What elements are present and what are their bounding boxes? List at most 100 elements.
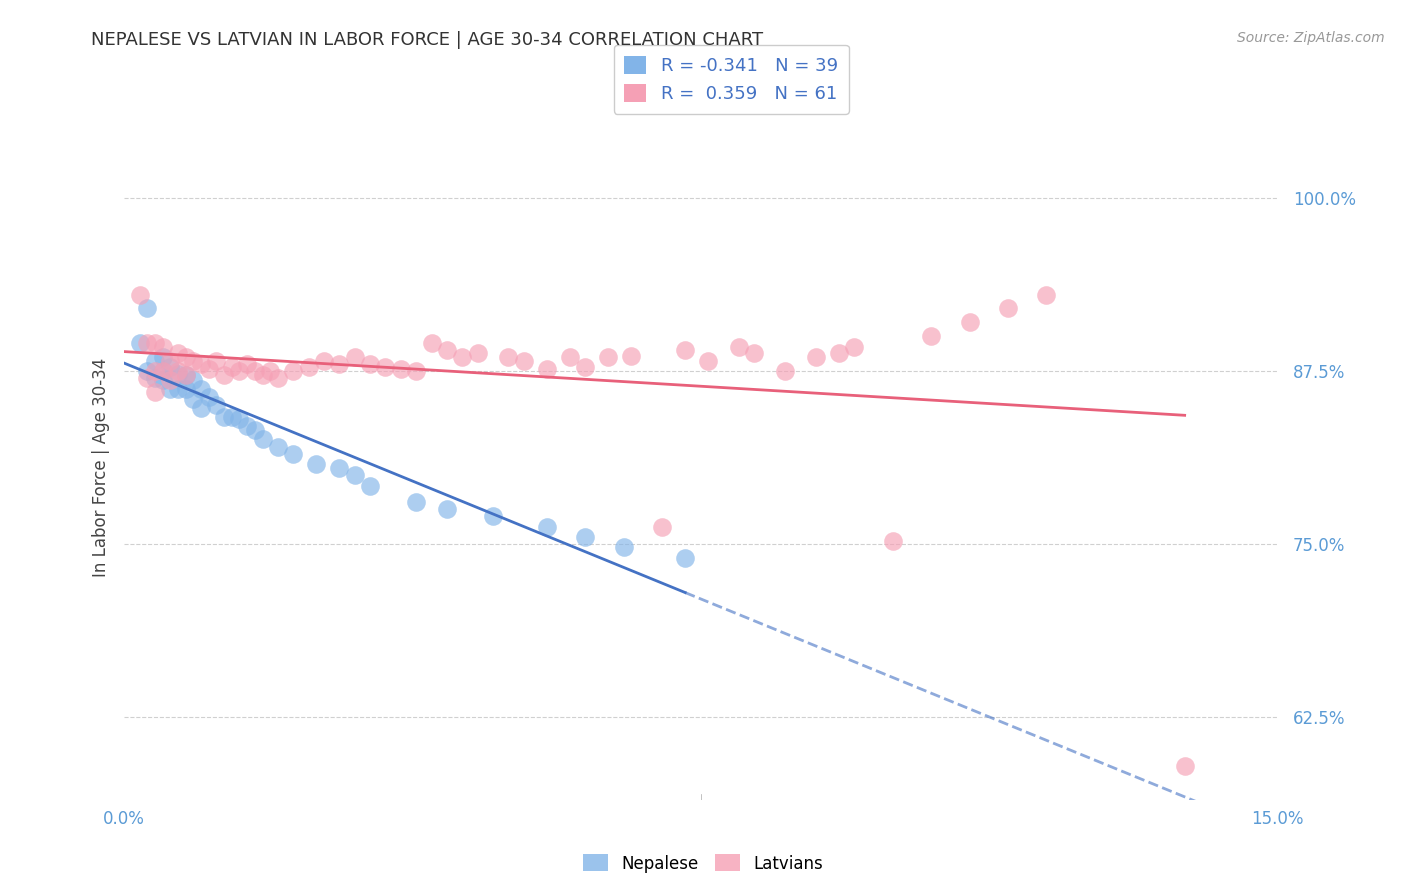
- Point: [167, 382, 190, 396]
- Point: [252, 432, 274, 446]
- Point: [221, 359, 243, 374]
- Point: [174, 368, 197, 382]
- Point: [1035, 287, 1057, 301]
- Point: [558, 350, 581, 364]
- Point: [374, 359, 396, 374]
- Point: [420, 336, 443, 351]
- Point: [405, 364, 427, 378]
- Point: [197, 362, 219, 376]
- Point: [236, 357, 259, 371]
- Point: [882, 534, 904, 549]
- Point: [804, 350, 827, 364]
- Point: [598, 350, 620, 364]
- Point: [267, 440, 290, 454]
- Point: [221, 409, 243, 424]
- Point: [343, 350, 366, 364]
- Point: [174, 382, 197, 396]
- Point: [136, 301, 159, 316]
- Point: [167, 364, 190, 378]
- Point: [167, 346, 190, 360]
- Point: [243, 364, 266, 378]
- Point: [613, 540, 636, 554]
- Point: [136, 336, 159, 351]
- Point: [359, 479, 381, 493]
- Point: [283, 447, 305, 461]
- Point: [136, 370, 159, 384]
- Point: [389, 362, 412, 376]
- Legend: Nepalese, Latvians: Nepalese, Latvians: [576, 847, 830, 880]
- Point: [143, 336, 166, 351]
- Point: [159, 382, 181, 396]
- Y-axis label: In Labor Force | Age 30-34: In Labor Force | Age 30-34: [93, 359, 110, 577]
- Point: [136, 364, 159, 378]
- Text: Source: ZipAtlas.com: Source: ZipAtlas.com: [1237, 31, 1385, 45]
- Point: [197, 390, 219, 404]
- Point: [744, 346, 766, 360]
- Point: [359, 357, 381, 371]
- Point: [174, 350, 197, 364]
- Point: [298, 359, 321, 374]
- Point: [959, 315, 981, 329]
- Point: [228, 364, 250, 378]
- Point: [920, 329, 942, 343]
- Point: [174, 368, 197, 382]
- Point: [190, 382, 212, 396]
- Point: [252, 368, 274, 382]
- Point: [143, 354, 166, 368]
- Point: [152, 374, 174, 388]
- Point: [828, 346, 851, 360]
- Point: [436, 343, 458, 357]
- Point: [152, 340, 174, 354]
- Point: [328, 357, 350, 371]
- Point: [190, 357, 212, 371]
- Point: [536, 520, 558, 534]
- Point: [513, 354, 536, 368]
- Point: [259, 364, 281, 378]
- Point: [436, 502, 458, 516]
- Point: [673, 550, 696, 565]
- Point: [167, 367, 190, 381]
- Point: [143, 364, 166, 378]
- Point: [159, 359, 181, 374]
- Point: [159, 354, 181, 368]
- Point: [844, 340, 866, 354]
- Point: [1174, 758, 1197, 772]
- Point: [574, 530, 596, 544]
- Point: [212, 409, 235, 424]
- Point: [243, 423, 266, 437]
- Point: [143, 370, 166, 384]
- Point: [536, 362, 558, 376]
- Point: [997, 301, 1019, 316]
- Legend: R = -0.341   N = 39, R =  0.359   N = 61: R = -0.341 N = 39, R = 0.359 N = 61: [613, 45, 848, 114]
- Point: [305, 457, 328, 471]
- Point: [673, 343, 696, 357]
- Point: [467, 346, 489, 360]
- Point: [236, 419, 259, 434]
- Point: [128, 336, 150, 351]
- Point: [228, 412, 250, 426]
- Point: [283, 364, 305, 378]
- Point: [498, 350, 520, 364]
- Text: NEPALESE VS LATVIAN IN LABOR FORCE | AGE 30-34 CORRELATION CHART: NEPALESE VS LATVIAN IN LABOR FORCE | AGE…: [91, 31, 763, 49]
- Point: [212, 368, 235, 382]
- Point: [697, 354, 720, 368]
- Point: [620, 349, 643, 363]
- Point: [574, 359, 596, 374]
- Point: [451, 350, 474, 364]
- Point: [152, 364, 174, 378]
- Point: [343, 467, 366, 482]
- Point: [312, 354, 335, 368]
- Point: [651, 520, 673, 534]
- Point: [152, 350, 174, 364]
- Point: [128, 287, 150, 301]
- Point: [183, 392, 205, 406]
- Point: [152, 364, 174, 378]
- Point: [773, 364, 796, 378]
- Point: [267, 370, 290, 384]
- Point: [728, 340, 751, 354]
- Point: [205, 399, 228, 413]
- Point: [405, 495, 427, 509]
- Point: [482, 509, 505, 524]
- Point: [328, 460, 350, 475]
- Point: [159, 374, 181, 388]
